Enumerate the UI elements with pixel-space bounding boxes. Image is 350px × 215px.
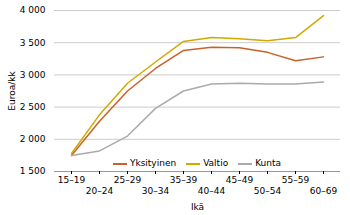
svg-text:Ikä: Ikä [191, 202, 204, 212]
svg-text:1 500: 1 500 [20, 166, 46, 176]
svg-text:4 000: 4 000 [20, 5, 46, 15]
svg-text:40–44: 40–44 [198, 186, 226, 196]
svg-text:25–29: 25–29 [114, 175, 142, 185]
svg-text:30–34: 30–34 [142, 186, 170, 196]
svg-text:35–39: 35–39 [170, 175, 198, 185]
svg-text:60–69: 60–69 [310, 186, 338, 196]
html-text:Yksityinen: Yksityinen [129, 158, 177, 168]
svg-text:2 000: 2 000 [20, 134, 46, 144]
svg-text:55–59: 55–59 [282, 175, 310, 185]
svg-text:50–54: 50–54 [254, 186, 282, 196]
svg-text:3 500: 3 500 [20, 38, 46, 48]
svg-text:45–49: 45–49 [226, 175, 254, 185]
html-text:Valtio: Valtio [203, 158, 229, 168]
svg-text:2 500: 2 500 [20, 102, 46, 112]
svg-text:20–24: 20–24 [86, 186, 114, 196]
svg-text:3 000: 3 000 [20, 70, 46, 80]
html-text:Kunta: Kunta [255, 158, 282, 168]
svg-text:15–19: 15–19 [58, 175, 86, 185]
svg-text:Euroa/kk: Euroa/kk [7, 71, 17, 111]
